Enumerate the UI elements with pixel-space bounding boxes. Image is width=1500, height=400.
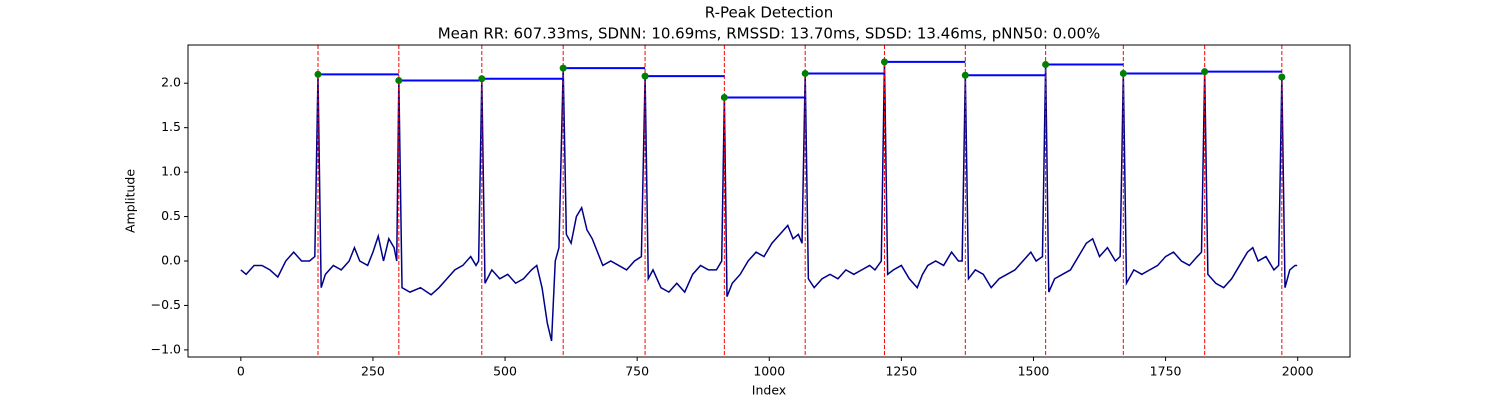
y-tick-label: 2.0: [161, 75, 181, 90]
y-tick-label: 1.0: [161, 164, 181, 179]
x-axis-label: Index: [752, 383, 786, 398]
plot-frame: [187, 44, 1351, 358]
r-peak: [1119, 69, 1127, 77]
x-tick-label: 1750: [1150, 364, 1182, 379]
x-tick-label: 0: [237, 364, 245, 379]
r-peak: [478, 75, 486, 83]
x-tick-label: 250: [361, 364, 385, 379]
x-tick-label: 2000: [1282, 364, 1314, 379]
r-peak: [961, 71, 969, 79]
r-peak: [1201, 68, 1209, 76]
y-tick-label: 1.5: [161, 119, 181, 134]
y-tick-label: 0.0: [161, 253, 181, 268]
r-peak: [559, 64, 567, 72]
y-tick-label: −0.5: [151, 297, 181, 312]
r-peak: [880, 58, 888, 66]
y-tick-label: −1.0: [151, 341, 181, 356]
chart-subtitle: Mean RR: 607.33ms, SDNN: 10.69ms, RMSSD:…: [438, 25, 1101, 43]
x-tick-label: 1000: [753, 364, 785, 379]
x-tick-label: 1250: [885, 364, 917, 379]
x-tick-label: 500: [493, 364, 517, 379]
r-peak: [314, 70, 322, 78]
r-peak: [720, 93, 728, 101]
r-peak: [641, 72, 649, 80]
r-peak: [1278, 73, 1286, 81]
r-peak: [1042, 61, 1050, 69]
x-tick-label: 750: [625, 364, 649, 379]
y-axis-label: Amplitude: [123, 169, 138, 233]
y-tick-label: 0.5: [161, 208, 181, 223]
chart-title: R-Peak Detection: [705, 4, 833, 22]
x-tick-label: 1500: [1018, 364, 1050, 379]
r-peak: [395, 77, 403, 85]
r-peak: [801, 69, 809, 77]
